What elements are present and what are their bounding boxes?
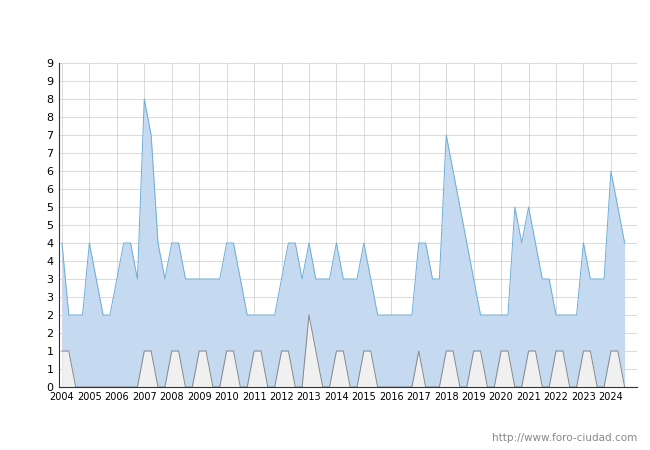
Text: http://www.foro-ciudad.com: http://www.foro-ciudad.com (492, 433, 637, 443)
Text: Baños de Montemayor - Evolucion del Nº de Transacciones Inmobiliarias: Baños de Montemayor - Evolucion del Nº d… (60, 12, 590, 27)
